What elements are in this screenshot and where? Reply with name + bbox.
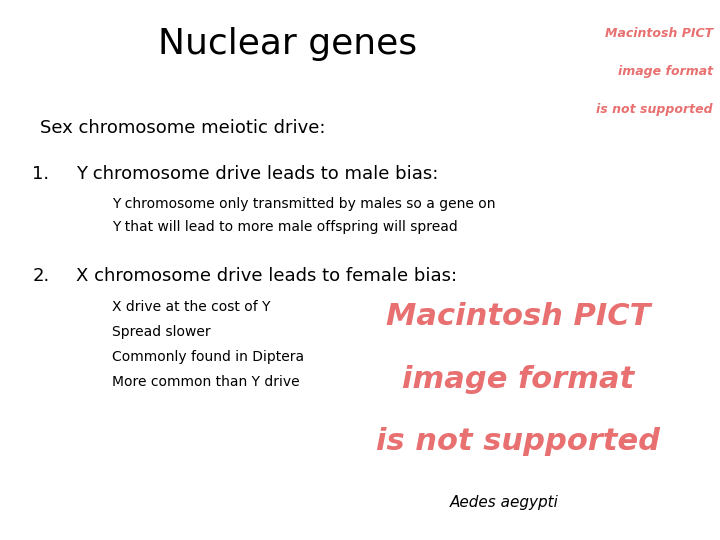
- Text: Macintosh PICT: Macintosh PICT: [386, 302, 651, 332]
- Text: Y that will lead to more male offspring will spread: Y that will lead to more male offspring …: [112, 220, 457, 234]
- Text: is not supported: is not supported: [596, 103, 713, 116]
- Text: Y chromosome drive leads to male bias:: Y chromosome drive leads to male bias:: [76, 165, 438, 183]
- Text: image format: image format: [618, 65, 713, 78]
- Text: X drive at the cost of Y: X drive at the cost of Y: [112, 300, 270, 314]
- Text: Y chromosome only transmitted by males so a gene on: Y chromosome only transmitted by males s…: [112, 197, 495, 211]
- Text: Commonly found in Diptera: Commonly found in Diptera: [112, 350, 304, 364]
- Text: Sex chromosome meiotic drive:: Sex chromosome meiotic drive:: [40, 119, 325, 137]
- Text: 1.: 1.: [32, 165, 50, 183]
- Text: Spread slower: Spread slower: [112, 325, 210, 339]
- Text: Nuclear genes: Nuclear genes: [158, 27, 418, 61]
- Text: image format: image format: [402, 364, 634, 394]
- Text: Macintosh PICT: Macintosh PICT: [605, 27, 713, 40]
- Text: More common than Y drive: More common than Y drive: [112, 375, 300, 389]
- Text: Aedes aegypti: Aedes aegypti: [449, 495, 559, 510]
- Text: X chromosome drive leads to female bias:: X chromosome drive leads to female bias:: [76, 267, 456, 285]
- Text: is not supported: is not supported: [377, 427, 660, 456]
- Text: 2.: 2.: [32, 267, 50, 285]
